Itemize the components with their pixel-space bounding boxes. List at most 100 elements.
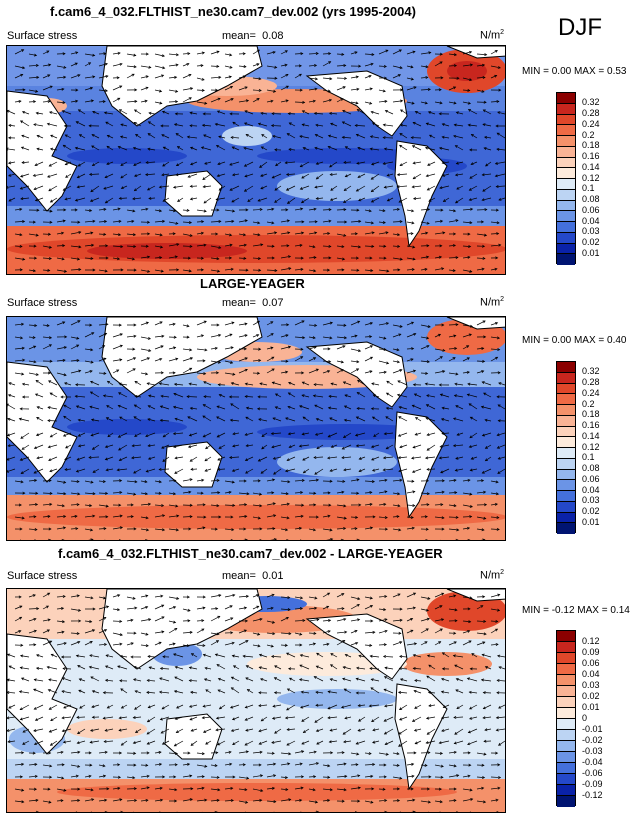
colorbar-label: 0.03 [582, 679, 600, 690]
stress-vector [406, 65, 414, 69]
stress-vector [448, 515, 459, 519]
stress-vector [14, 358, 26, 362]
stress-vector [118, 728, 128, 732]
mean-label: mean= [222, 297, 256, 309]
stress-vector [182, 503, 193, 507]
stress-vector [342, 197, 352, 203]
stress-vector [494, 161, 505, 165]
stress-vector [476, 641, 486, 646]
stress-vector [161, 704, 170, 710]
stress-vector [378, 336, 387, 340]
stress-vector [126, 631, 137, 635]
stress-vector [469, 667, 478, 671]
colorbar-swatch [557, 763, 575, 774]
stress-vector [120, 161, 128, 166]
panel-1-map [6, 45, 506, 275]
stress-vector [154, 786, 163, 790]
stress-vector [19, 120, 30, 127]
stress-vector [84, 53, 96, 57]
stress-vector [14, 268, 23, 272]
stress-vector [476, 208, 488, 212]
stress-vector [106, 145, 114, 151]
stress-vector [196, 51, 205, 55]
stress-vector [452, 444, 464, 448]
stress-vector [102, 716, 114, 720]
stress-vector [196, 526, 206, 530]
stress-vector [322, 630, 331, 634]
stress-vector [112, 632, 123, 637]
stress-vector [201, 123, 212, 127]
stress-vector [56, 620, 66, 624]
stress-vector [28, 762, 38, 766]
stress-vector [61, 728, 72, 733]
stress-vector [350, 232, 358, 236]
stress-vector [468, 197, 478, 201]
stress-vector [42, 268, 51, 272]
stress-vector [468, 185, 478, 191]
stress-vector [217, 161, 226, 166]
stress-vector [14, 99, 22, 103]
stress-vector [182, 595, 190, 599]
stress-vector [56, 321, 66, 326]
stress-vector [481, 381, 492, 386]
stress-vector [70, 257, 81, 261]
stress-vector [322, 798, 331, 802]
stress-vector [28, 607, 40, 611]
colorbar-label: 0.14 [582, 161, 600, 172]
stress-vector [350, 641, 359, 646]
stress-vector [370, 197, 380, 203]
stress-vector [231, 173, 240, 177]
stress-vector [49, 740, 58, 746]
stress-vector [336, 799, 345, 803]
stress-vector [42, 592, 51, 598]
stress-vector [232, 740, 240, 745]
stress-vector [456, 432, 464, 436]
stress-vector [358, 456, 366, 460]
stress-vector [134, 728, 142, 733]
stress-vector [35, 379, 44, 386]
stress-vector [28, 372, 39, 376]
colorbar-label: 0.24 [582, 118, 600, 129]
stress-vector [462, 244, 472, 248]
stress-vector [56, 52, 66, 56]
stress-vector [202, 185, 212, 189]
stress-vector [33, 468, 44, 474]
stress-vector [133, 122, 142, 127]
stress-vector [174, 468, 184, 474]
stress-vector [202, 728, 212, 733]
stress-vector [406, 629, 414, 634]
stress-vector [224, 267, 234, 271]
stress-vector [112, 479, 123, 483]
stress-vector [140, 75, 149, 79]
stress-vector [476, 479, 485, 483]
stress-vector [98, 596, 107, 600]
stress-vector [258, 666, 268, 670]
stress-vector [336, 607, 345, 611]
stress-vector [89, 391, 100, 398]
stress-vector [274, 665, 282, 670]
stress-vector [70, 88, 79, 92]
units-text: N/m [480, 29, 501, 42]
stress-vector [62, 432, 72, 437]
stress-vector [364, 491, 373, 495]
stress-vector [462, 50, 473, 55]
stress-vector [280, 608, 291, 612]
stress-vector [322, 788, 333, 792]
stress-vector [336, 516, 347, 520]
stress-vector [154, 775, 166, 779]
colorbar-swatch [557, 383, 575, 395]
stress-vector [490, 74, 498, 79]
colorbar-swatch [557, 189, 575, 201]
stress-vector [392, 607, 403, 611]
stress-vector [383, 728, 394, 735]
stress-vector [322, 268, 331, 272]
stress-vector [315, 161, 324, 165]
stress-vector [298, 678, 310, 682]
stress-vector [397, 380, 408, 386]
stress-vector [275, 161, 282, 167]
stress-vector [294, 88, 303, 92]
stress-vector [210, 97, 221, 103]
stress-vector [168, 75, 178, 79]
stress-vector [98, 629, 108, 634]
stress-vector [50, 653, 58, 658]
